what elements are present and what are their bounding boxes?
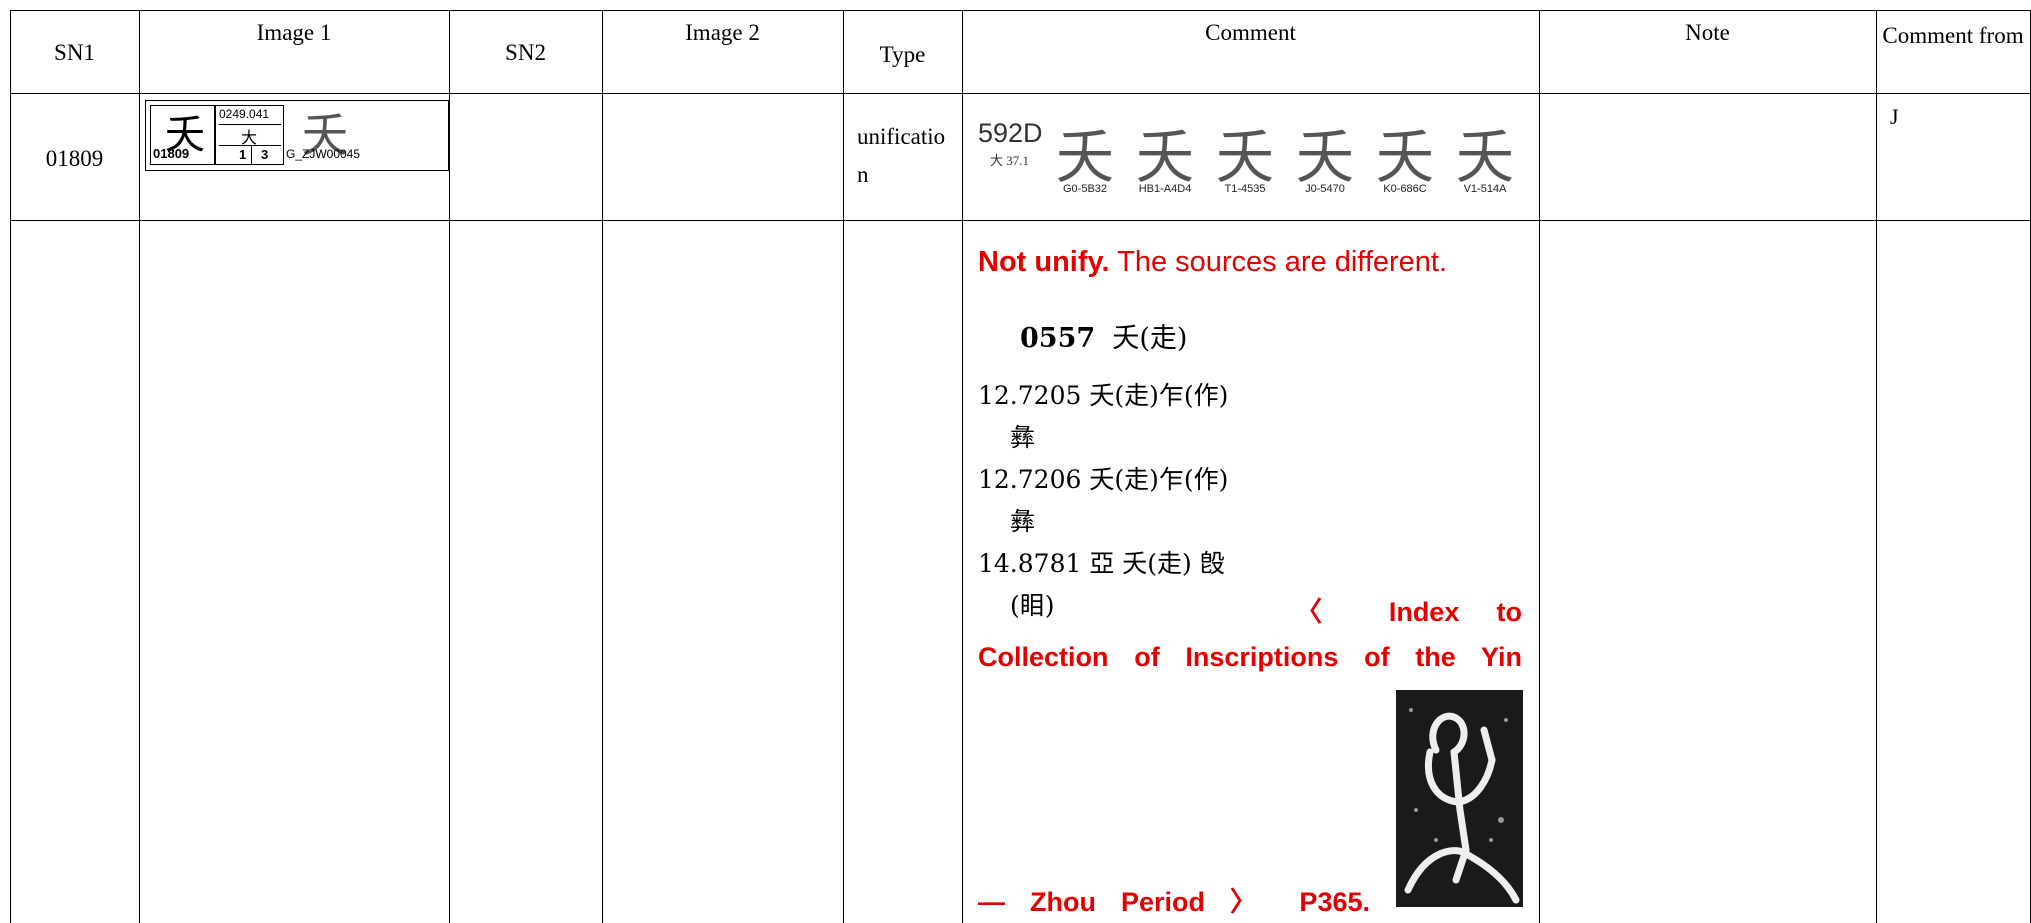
speck [1414, 808, 1418, 812]
reference-line: Collection of Inscriptions of the Yin [978, 642, 1522, 672]
scan-line: 彝 [1010, 423, 1036, 452]
rubbing-image [1396, 690, 1523, 907]
header-cell: Comment [1205, 20, 1296, 45]
rule [843, 10, 844, 923]
speck [1434, 838, 1438, 842]
comment-glyph-source: G0-5B32 [1062, 183, 1108, 195]
rule [10, 220, 2031, 221]
reference-line: 〈 Index to [1295, 597, 1522, 627]
header-cell: Comment from [1882, 23, 2024, 48]
rule [602, 10, 603, 923]
rule [10, 10, 11, 923]
comment-radical: 大 37.1 [990, 153, 1030, 168]
comment-glyph: 夭 [1295, 123, 1354, 191]
stroke: 3 [261, 147, 269, 162]
scan-line: 14.8781 亞 夭(走) 𣪘 [978, 549, 1225, 578]
source: G_ZJW00045 [286, 147, 361, 161]
rule [449, 10, 450, 923]
glyph: 夭 [302, 108, 348, 162]
image1-box: 夭 01809 0249.041 大 1 3 夭 G_ZJW00045 [145, 100, 449, 171]
type: unification [857, 124, 946, 187]
rubbing-noise [1409, 708, 1508, 842]
comment-code: 592D [978, 118, 1043, 148]
header-cell: Note [1685, 20, 1730, 45]
reference-line: — Zhou Period 〉 P365. [978, 887, 1370, 917]
speck [1498, 817, 1504, 823]
comment-glyph: 夭 [1055, 123, 1114, 191]
rule [1539, 10, 1540, 923]
rubbing-strokes [1404, 712, 1520, 904]
speck [1504, 718, 1508, 722]
scan-entry-num: 0557 [1020, 323, 1096, 354]
speck [1489, 838, 1493, 842]
code-box: 0249.041 大 1 3 [214, 105, 284, 165]
scan-line: 12.7205 夭(走)乍(作) [978, 381, 1229, 410]
comment-glyph: 夭 [1135, 123, 1194, 191]
rule [251, 146, 252, 164]
stroke [1452, 846, 1470, 884]
glyph: 夭 [165, 112, 205, 158]
scan-entry: 0557 夭(走) [1020, 316, 1187, 355]
sn: 01809 [153, 146, 190, 161]
comment-lead: Not unify. [978, 246, 1110, 278]
header-cell: Type [879, 42, 926, 67]
rule [139, 10, 140, 923]
comment-glyph: 夭 [1375, 123, 1434, 191]
rule [962, 10, 963, 923]
radical: 大 [241, 130, 258, 147]
code: 0249.041 [219, 107, 270, 121]
stroke [1429, 712, 1468, 756]
header-cell: Image 2 [685, 20, 760, 45]
header-cell: SN2 [505, 40, 546, 65]
comment-text: The sources are different. [1117, 246, 1448, 278]
stroke: 1 [239, 147, 247, 162]
speck [1409, 708, 1413, 712]
rule [1876, 10, 1877, 923]
stroke [1450, 748, 1470, 854]
sn1: 01809 [45, 146, 104, 171]
stroke [1480, 726, 1496, 764]
glyph-box: 夭 01809 [150, 105, 216, 165]
stroke [1425, 748, 1496, 806]
rule [219, 124, 281, 125]
scan-line: 彝 [1010, 507, 1036, 536]
rule [219, 145, 281, 146]
comment-from: J [1890, 104, 1899, 129]
comment-glyph-source: K0-686C [1383, 183, 1427, 195]
header-cell: Image 1 [256, 20, 332, 45]
header-cell: SN1 [54, 40, 95, 65]
scan-line: (䀠) [1010, 591, 1055, 620]
scan-line: 12.7206 夭(走)乍(作) [978, 465, 1229, 494]
comment-glyph-source: V1-514A [1463, 183, 1507, 195]
comment-glyph-source: T1-4535 [1224, 183, 1266, 195]
comment-glyph: 夭 [1455, 123, 1514, 191]
rule [10, 10, 2031, 11]
comment-glyph-source: HB1-A4D4 [1138, 183, 1192, 195]
comment-glyph: 夭 [1215, 123, 1274, 191]
scan-entry-text: 夭(走) [1112, 323, 1188, 354]
comment-glyph-source: J0-5470 [1305, 183, 1345, 195]
comment-line: Not unify. The sources are different. [978, 246, 1447, 279]
rule [10, 93, 2031, 94]
